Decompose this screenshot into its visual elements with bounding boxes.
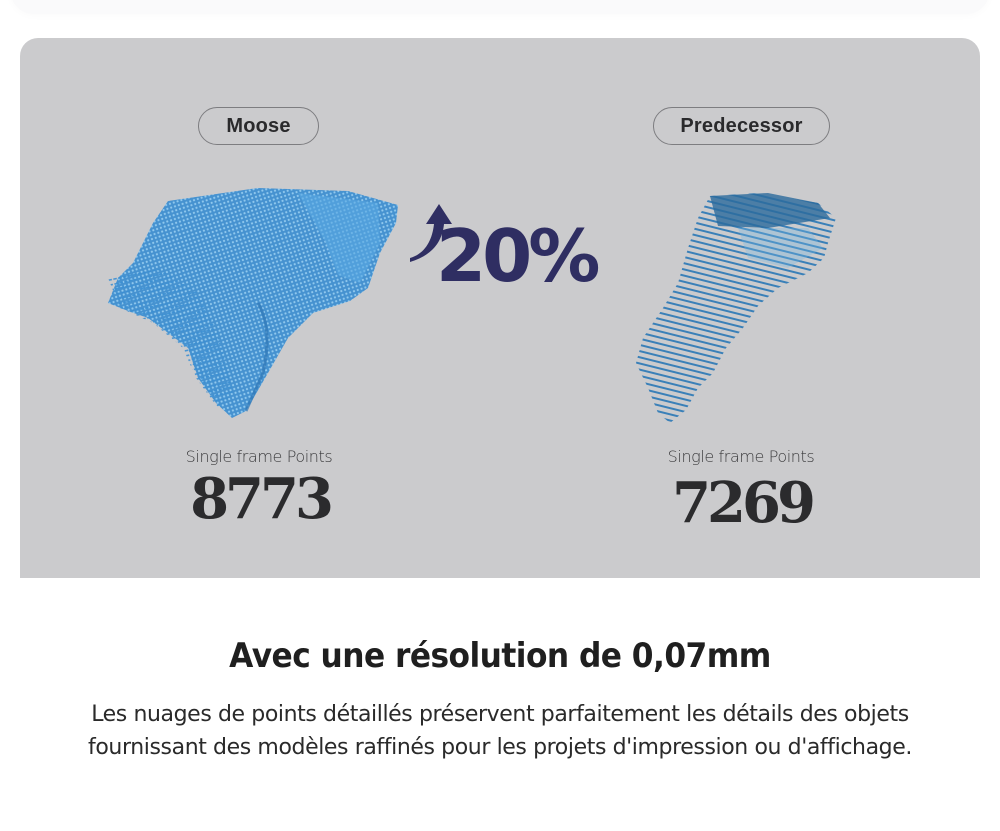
improvement-value: 20% bbox=[436, 214, 600, 298]
predecessor-label-pill: Predecessor bbox=[653, 107, 830, 145]
moose-label: Moose bbox=[226, 114, 291, 137]
predecessor-stat-label: Single frame Points bbox=[667, 447, 815, 466]
previous-section-edge bbox=[10, 0, 990, 14]
arrow-up-curved-icon bbox=[410, 204, 452, 262]
section-headline: Avec une résolution de 0,07mm bbox=[229, 636, 771, 676]
predecessor-stat-value: 7269 bbox=[672, 470, 816, 536]
moose-point-cloud-image bbox=[108, 188, 398, 418]
moose-label-pill: Moose bbox=[198, 107, 319, 145]
moose-stat-label: Single frame Points bbox=[185, 447, 333, 466]
improvement-badge: 20% bbox=[406, 198, 606, 318]
comparison-panel: Moose Predecessor 20% bbox=[20, 38, 980, 578]
moose-stat-value: 8773 bbox=[190, 466, 334, 532]
predecessor-point-cloud-image bbox=[636, 193, 836, 423]
predecessor-label: Predecessor bbox=[680, 114, 803, 137]
section-description: Les nuages de points détaillés préserven… bbox=[88, 702, 912, 760]
